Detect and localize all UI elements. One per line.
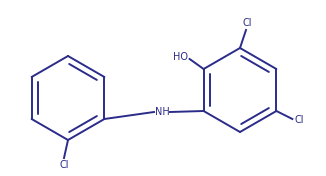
Text: Cl: Cl bbox=[242, 18, 252, 28]
Text: HO: HO bbox=[173, 52, 188, 62]
Text: Cl: Cl bbox=[59, 160, 69, 170]
Text: NH: NH bbox=[155, 107, 170, 117]
Text: Cl: Cl bbox=[294, 115, 304, 125]
